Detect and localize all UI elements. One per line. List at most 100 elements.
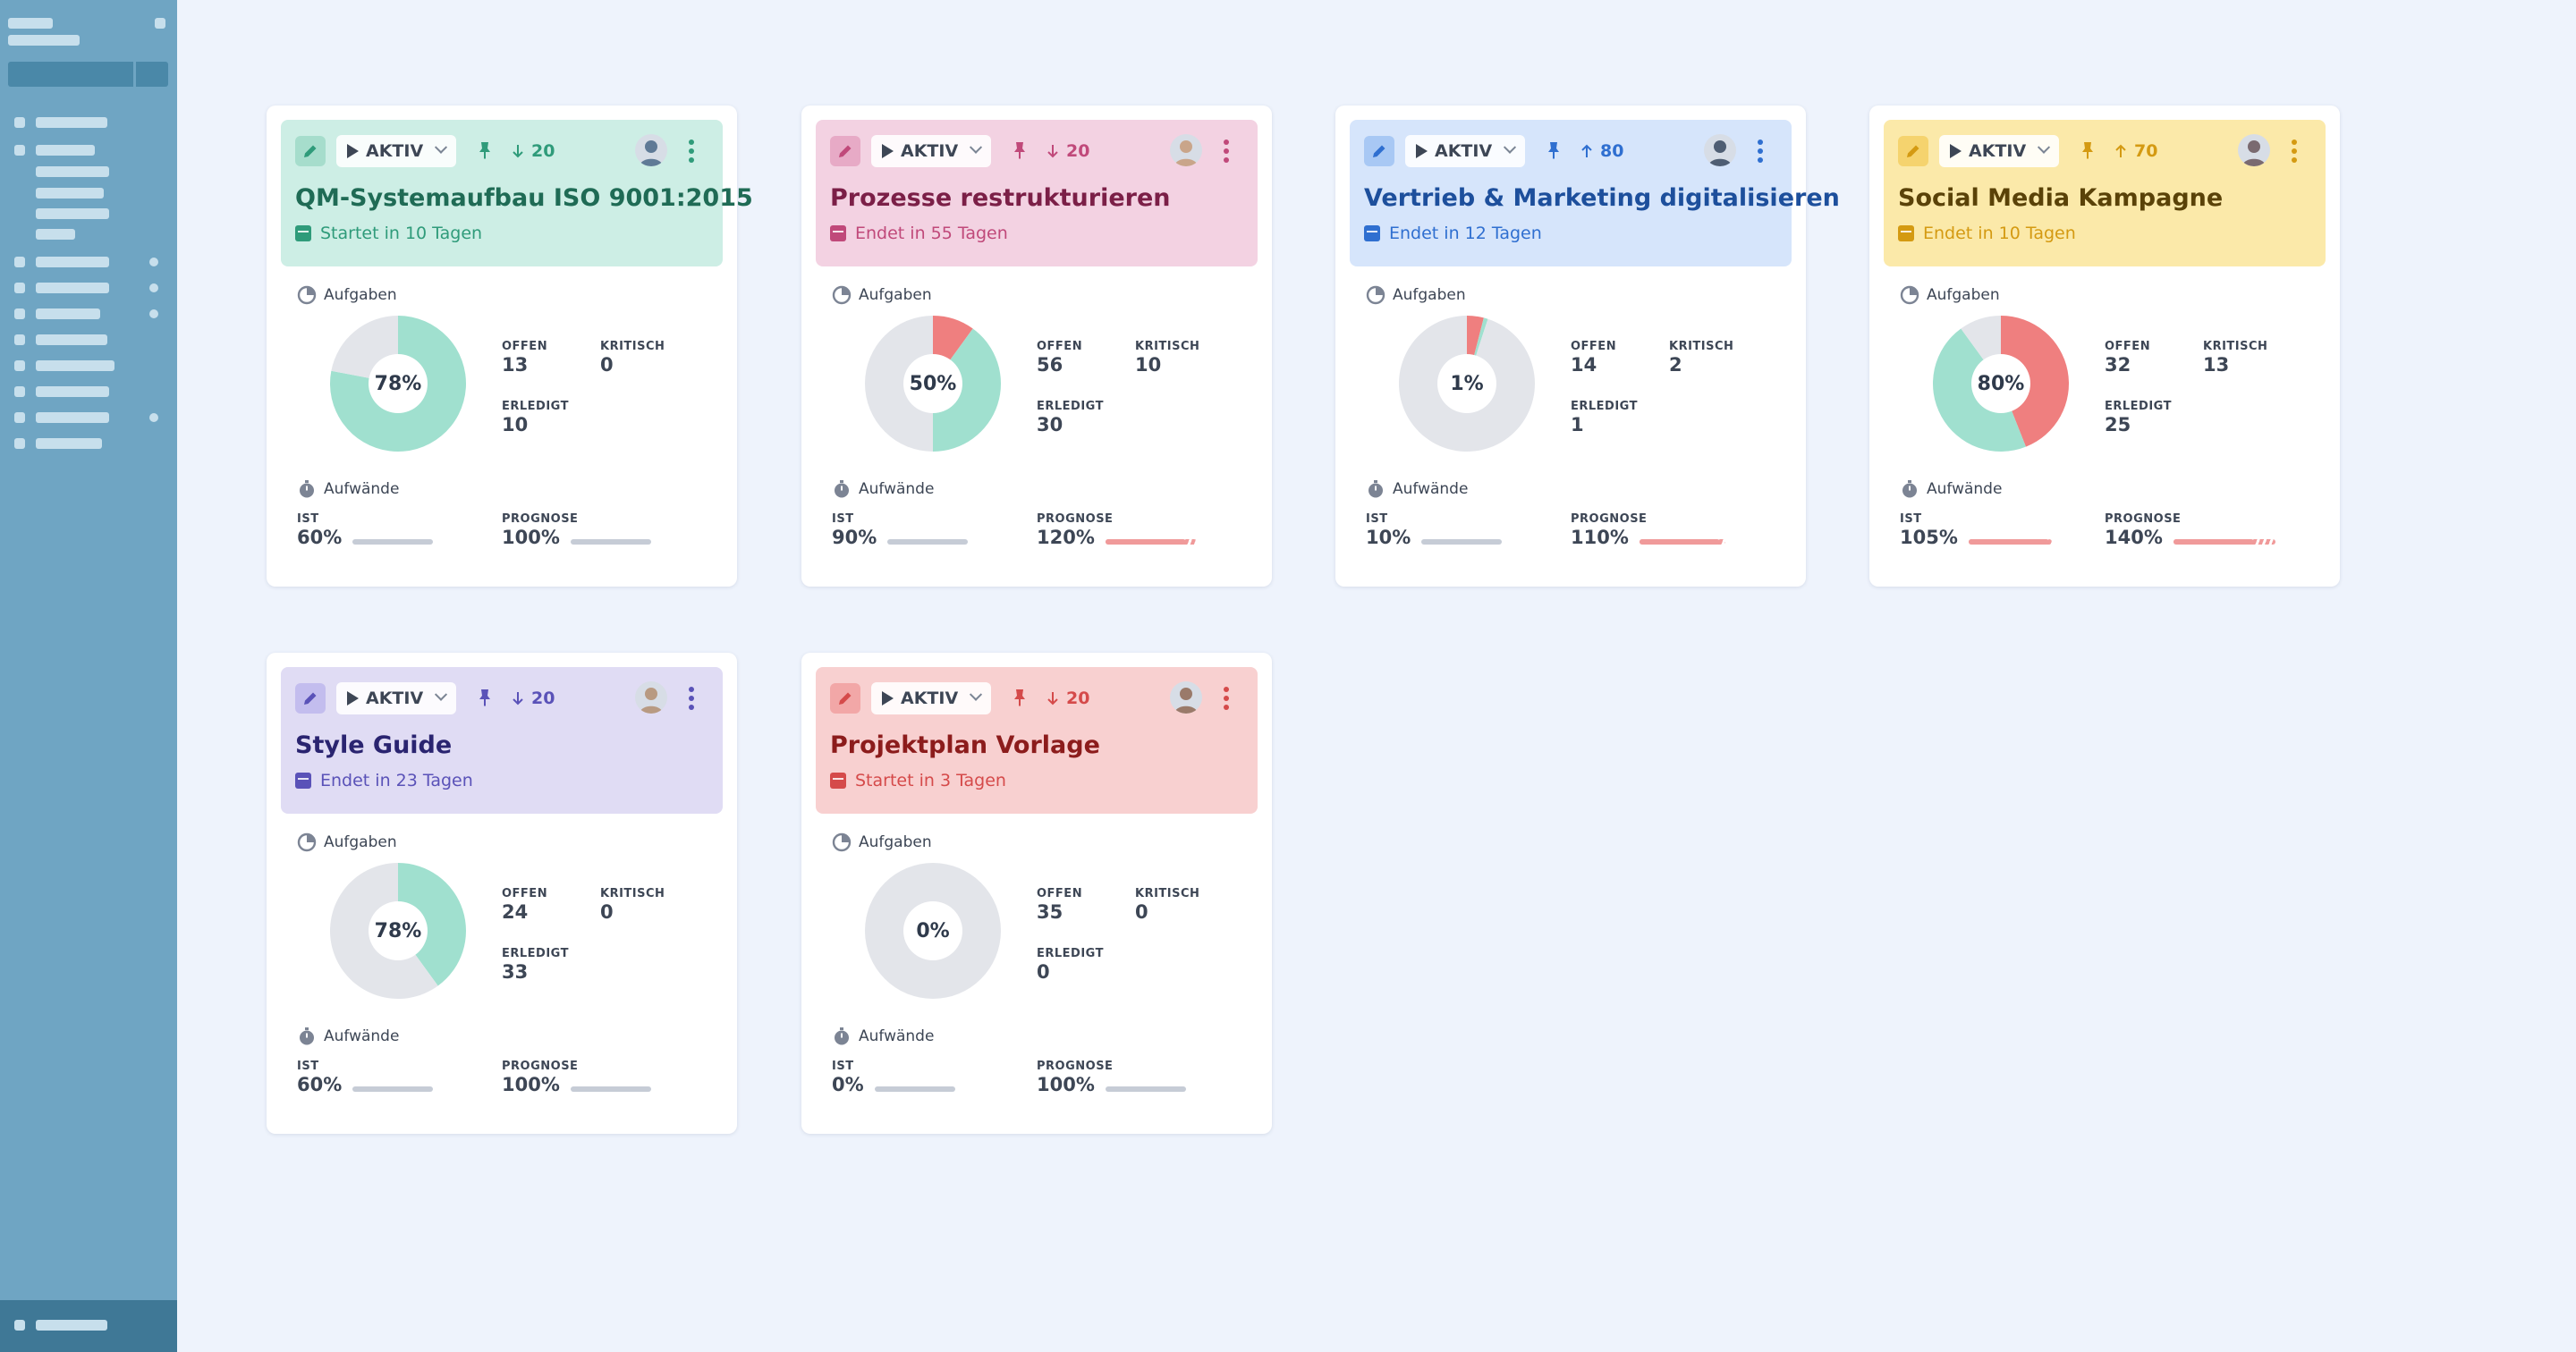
nav-item-icon[interactable] bbox=[14, 412, 25, 423]
nav-subitem[interactable] bbox=[36, 166, 109, 177]
nav-item[interactable] bbox=[36, 412, 109, 423]
donut-hole bbox=[903, 354, 962, 413]
more-menu-icon[interactable] bbox=[687, 138, 696, 165]
project-title[interactable]: Social Media Kampagne bbox=[1898, 184, 2224, 212]
more-menu-icon[interactable] bbox=[1222, 685, 1231, 712]
nav-item[interactable] bbox=[36, 117, 107, 128]
pin-icon[interactable] bbox=[474, 687, 496, 708]
effort-forecast-value: 100% bbox=[502, 527, 560, 548]
sidebar bbox=[0, 0, 177, 1352]
nav-item[interactable] bbox=[36, 438, 102, 449]
sidebar-collapse-icon[interactable] bbox=[155, 18, 165, 29]
avatar-image bbox=[635, 134, 667, 166]
more-menu-icon[interactable] bbox=[1222, 138, 1231, 165]
project-title[interactable]: Projektplan Vorlage bbox=[830, 731, 1100, 759]
edit-button[interactable] bbox=[1898, 136, 1928, 166]
tasks-section-label: Aufgaben bbox=[297, 285, 397, 305]
stat-open-value: 56 bbox=[1037, 354, 1063, 376]
nav-subitem[interactable] bbox=[36, 188, 104, 199]
stat-critical-value: 0 bbox=[1135, 901, 1148, 923]
status-dropdown[interactable]: AKTIV bbox=[1405, 135, 1525, 167]
nav-subitem[interactable] bbox=[36, 229, 75, 240]
stat-critical-label: KRITISCH bbox=[1669, 340, 1734, 353]
nav-item-icon[interactable] bbox=[14, 145, 25, 156]
stat-done-value: 25 bbox=[2105, 414, 2131, 435]
stat-open-label: OFFEN bbox=[1571, 340, 1617, 353]
date-info: Endet in 10 Tagen bbox=[1898, 224, 2076, 243]
user-icon[interactable] bbox=[14, 1320, 25, 1331]
nav-item[interactable] bbox=[36, 145, 95, 156]
sidebar-logo[interactable] bbox=[8, 18, 53, 29]
status-label: AKTIV bbox=[366, 141, 424, 161]
project-card-style[interactable]: AKTIV 20 Style Guide Endet in 23 Tagen bbox=[267, 653, 737, 1134]
status-dropdown[interactable]: AKTIV bbox=[871, 682, 991, 714]
nav-item[interactable] bbox=[36, 257, 109, 267]
nav-item-icon[interactable] bbox=[14, 438, 25, 449]
avatar[interactable] bbox=[635, 681, 667, 714]
avatar[interactable] bbox=[635, 134, 667, 166]
project-card-prozesse[interactable]: AKTIV 20 Prozesse restrukturieren Endet … bbox=[801, 106, 1272, 587]
status-dropdown[interactable]: AKTIV bbox=[1939, 135, 2059, 167]
more-menu-icon[interactable] bbox=[2290, 138, 2299, 165]
nav-item-icon[interactable] bbox=[14, 117, 25, 128]
nav-item-badge bbox=[149, 283, 158, 292]
nav-item-icon[interactable] bbox=[14, 360, 25, 371]
nav-item[interactable] bbox=[36, 283, 109, 293]
pin-icon[interactable] bbox=[1543, 139, 1564, 161]
pin-icon[interactable] bbox=[474, 139, 496, 161]
project-title[interactable]: QM-Systemaufbau ISO 9001:2015 bbox=[295, 184, 753, 212]
chevron-down-icon bbox=[1503, 140, 1517, 154]
nav-item[interactable] bbox=[36, 308, 100, 319]
stat-critical-label: KRITISCH bbox=[1135, 340, 1200, 353]
arrow-icon bbox=[2115, 144, 2126, 157]
avatar[interactable] bbox=[2238, 134, 2270, 166]
status-dropdown[interactable]: AKTIV bbox=[336, 135, 456, 167]
tasks-donut-percent: 78% bbox=[374, 919, 422, 942]
edit-button[interactable] bbox=[830, 136, 860, 166]
nav-item-icon[interactable] bbox=[14, 257, 25, 267]
nav-item-icon[interactable] bbox=[14, 283, 25, 293]
effort-actual-value: 90% bbox=[832, 527, 877, 548]
sidebar-search-input[interactable] bbox=[8, 62, 168, 87]
more-menu-icon[interactable] bbox=[1756, 138, 1765, 165]
project-title[interactable]: Prozesse restrukturieren bbox=[830, 184, 1171, 212]
pencil-icon bbox=[304, 145, 317, 157]
pin-icon[interactable] bbox=[2077, 139, 2098, 161]
donut-slice-0 bbox=[2001, 316, 2069, 447]
nav-item[interactable] bbox=[36, 360, 114, 371]
stat-open-value: 14 bbox=[1571, 354, 1597, 376]
status-dropdown[interactable]: AKTIV bbox=[871, 135, 991, 167]
user-name[interactable] bbox=[36, 1320, 107, 1331]
project-card-projektplan[interactable]: AKTIV 20 Projektplan Vorlage Startet in … bbox=[801, 653, 1272, 1134]
nav-item[interactable] bbox=[36, 334, 107, 345]
tasks-section-label: Aufgaben bbox=[832, 285, 932, 305]
avatar[interactable] bbox=[1170, 681, 1202, 714]
project-card-social[interactable]: AKTIV 70 Social Media Kampagne Endet in … bbox=[1869, 106, 2340, 587]
effort-section-label: Aufwände bbox=[297, 479, 399, 499]
effort-actual-label: IST bbox=[1366, 512, 1388, 526]
nav-item-icon[interactable] bbox=[14, 308, 25, 319]
edit-button[interactable] bbox=[295, 136, 326, 166]
effort-actual-bar bbox=[352, 539, 433, 545]
edit-button[interactable] bbox=[295, 683, 326, 714]
project-card-qm[interactable]: AKTIV 20 QM-Systemaufbau ISO 9001:2015 S… bbox=[267, 106, 753, 587]
project-title[interactable]: Style Guide bbox=[295, 731, 453, 759]
edit-button[interactable] bbox=[1364, 136, 1394, 166]
stat-done-value: 10 bbox=[502, 414, 529, 435]
pin-icon[interactable] bbox=[1009, 139, 1030, 161]
pin-icon[interactable] bbox=[1009, 687, 1030, 708]
status-dropdown[interactable]: AKTIV bbox=[336, 682, 456, 714]
nav-subitem[interactable] bbox=[36, 208, 109, 219]
project-card-vertrieb[interactable]: AKTIV 80 Vertrieb & Marketing digitalisi… bbox=[1335, 106, 1840, 587]
avatar-image bbox=[635, 681, 667, 714]
nav-item-icon[interactable] bbox=[14, 334, 25, 345]
project-title[interactable]: Vertrieb & Marketing digitalisieren bbox=[1364, 184, 1840, 212]
nav-item[interactable] bbox=[36, 386, 109, 397]
avatar[interactable] bbox=[1170, 134, 1202, 166]
avatar[interactable] bbox=[1704, 134, 1736, 166]
nav-item-icon[interactable] bbox=[14, 386, 25, 397]
edit-button[interactable] bbox=[830, 683, 860, 714]
sidebar-footer bbox=[0, 1300, 177, 1352]
more-menu-icon[interactable] bbox=[687, 685, 696, 712]
effort-section-label: Aufwände bbox=[1900, 479, 2002, 499]
